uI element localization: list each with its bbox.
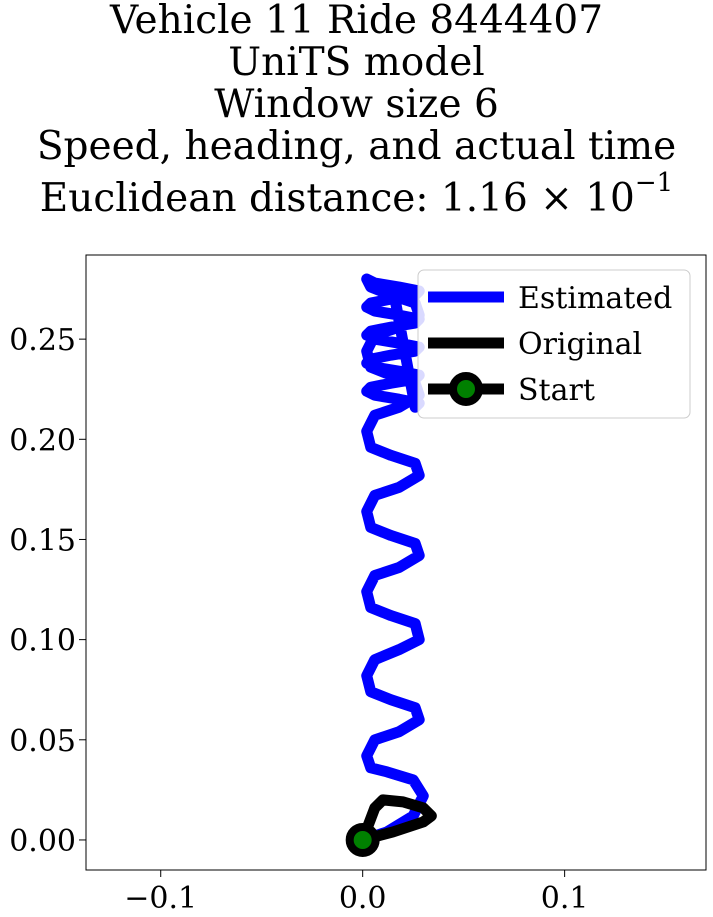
y-tick-label: 0.05 <box>9 724 76 759</box>
title-line-4: Speed, heading, and actual time <box>36 124 677 169</box>
title-line-3: Window size 6 <box>214 82 499 127</box>
axes-frame <box>85 254 707 871</box>
x-tick-label: 0.0 <box>339 881 387 916</box>
y-tick-label: 0.10 <box>9 624 76 659</box>
y-tick-label: 0.20 <box>9 423 76 458</box>
legend: Estimated Original Start <box>417 269 691 419</box>
x-tick-label: −0.1 <box>124 881 197 916</box>
series-line-original <box>357 794 437 846</box>
y-tick-label: 0.15 <box>9 523 76 558</box>
legend-start-marker <box>449 372 483 406</box>
series-line-estimated <box>357 273 429 846</box>
title-line-2: UniTS model <box>228 40 485 85</box>
distance-times: × 10 <box>527 176 635 221</box>
y-tick-label: 0.00 <box>9 824 76 859</box>
legend-label-original: Original <box>518 327 642 362</box>
distance-mantissa: 1.16 <box>440 176 528 221</box>
legend-label-estimated: Estimated <box>518 281 672 316</box>
start-marker <box>345 822 380 857</box>
legend-box <box>417 269 691 419</box>
chart-title: Vehicle 11 Ride 8444407 UniTS model Wind… <box>0 0 713 220</box>
y-tick-label: 0.25 <box>9 323 76 358</box>
title-line-1: Vehicle 11 Ride 8444407 <box>109 0 604 43</box>
distance-label: Euclidean distance: <box>39 176 441 221</box>
distance-exponent: −1 <box>634 168 674 198</box>
x-tick-label: 0.1 <box>541 881 589 916</box>
legend-label-start: Start <box>518 373 595 408</box>
title-line-5: Euclidean distance: 1.16 × 10−1 <box>0 168 713 220</box>
